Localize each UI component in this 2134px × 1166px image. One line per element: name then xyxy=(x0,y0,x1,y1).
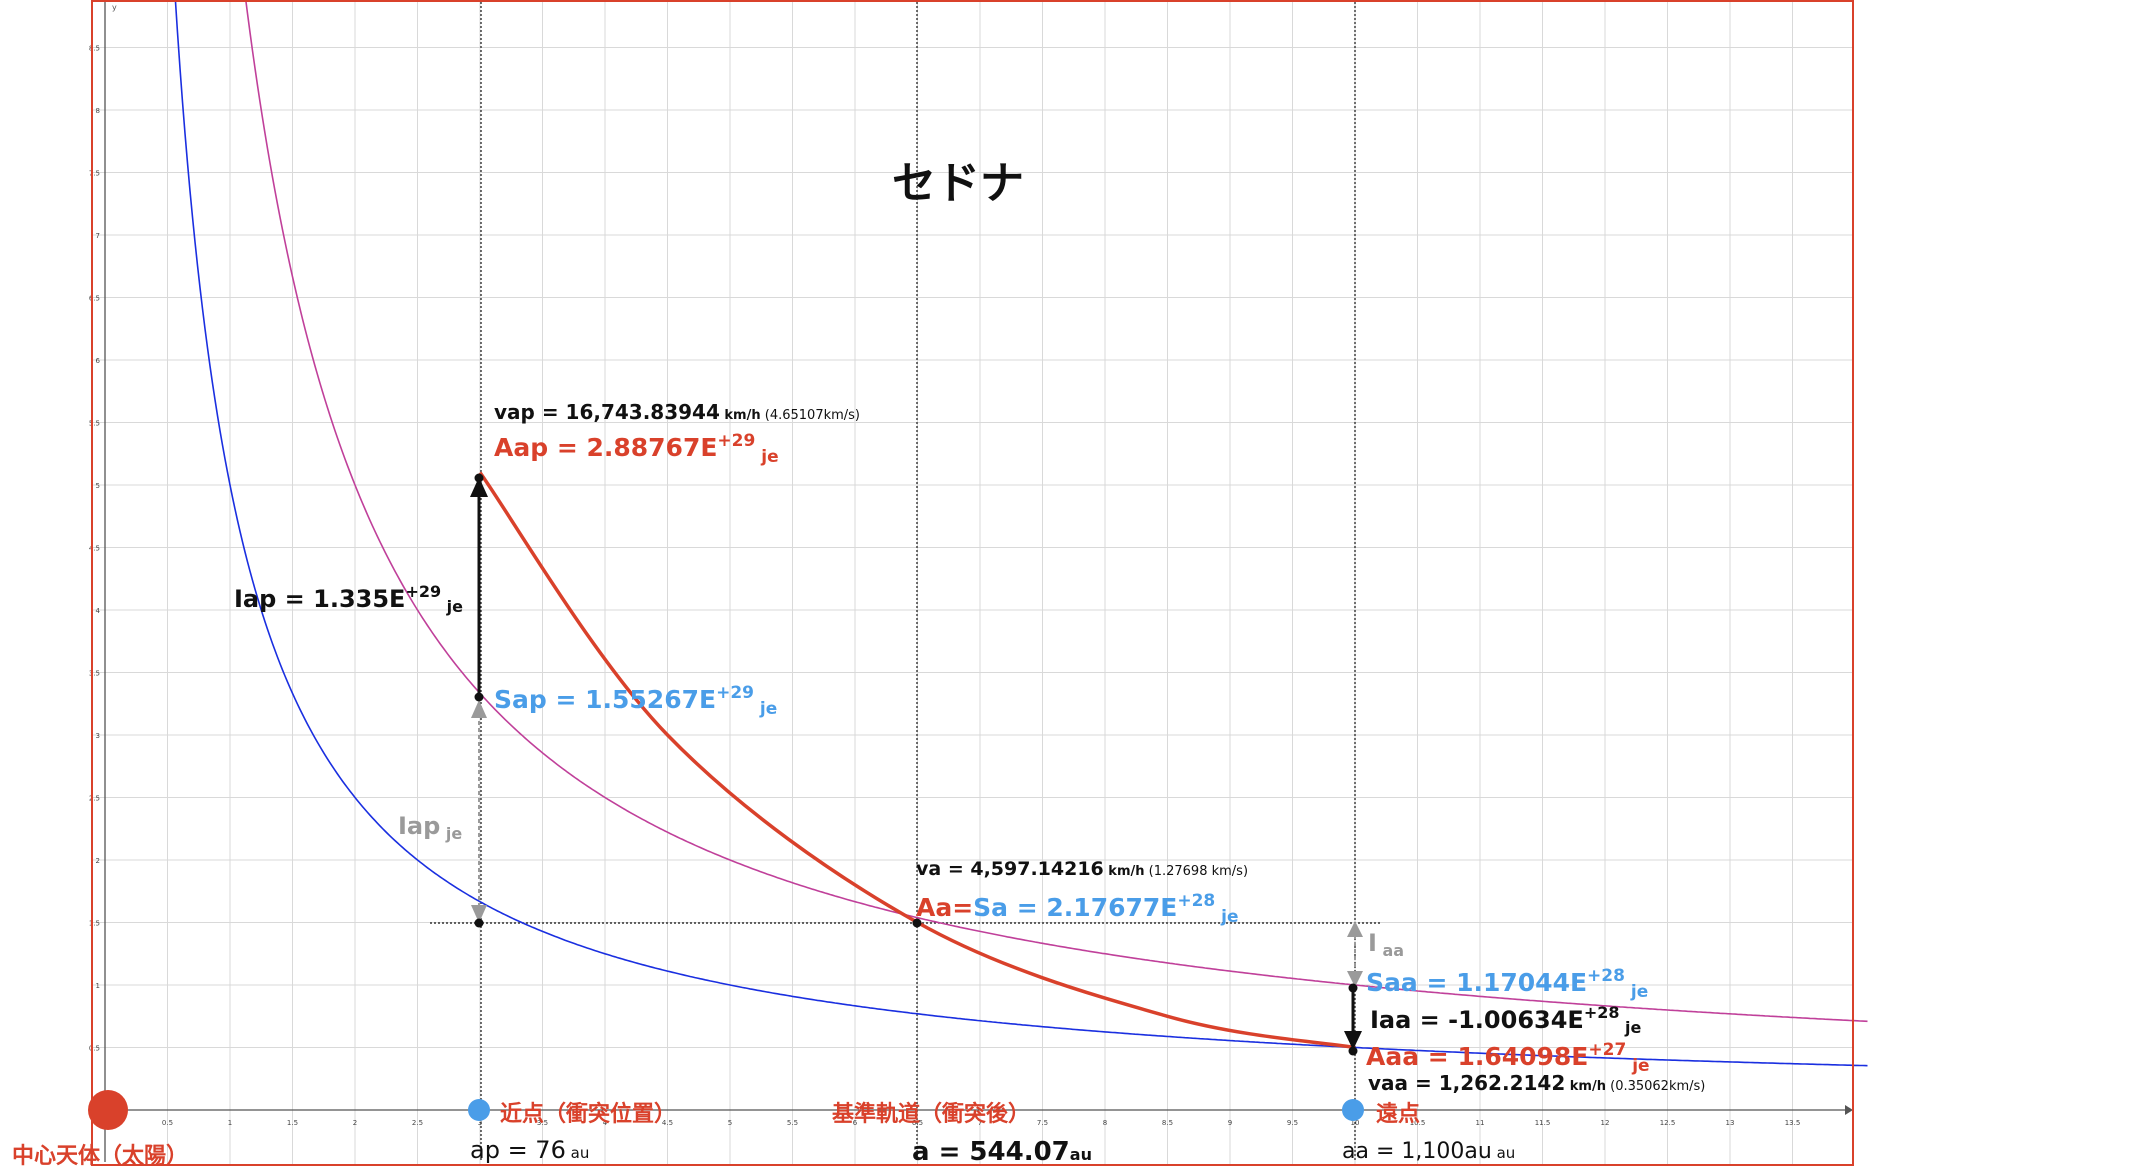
arrow-iaa-gray xyxy=(1347,921,1363,987)
x-tick-label: 4 xyxy=(603,1119,608,1127)
x-tick-label: 12 xyxy=(1601,1119,1610,1127)
x-tick-label: 11.5 xyxy=(1535,1119,1551,1127)
arrow-iaa xyxy=(1344,990,1362,1050)
series-magenta-curve xyxy=(244,0,1868,1023)
y-tick-label: 5.5 xyxy=(89,420,100,428)
y-tick-label: 7 xyxy=(96,232,100,240)
x-tick-label: 11 xyxy=(1476,1119,1485,1127)
x-tick-label: 1 xyxy=(228,1119,232,1127)
aa-sa-label: Aa=Sa = 2.17677E+28 je xyxy=(916,891,1239,927)
y-tick-label: 3.5 xyxy=(89,670,100,678)
vaa-label: vaa = 1,262.2142 km/h (0.35062km/s) xyxy=(1368,1071,1705,1095)
aap-label: Aap = 2.88767E+29 je xyxy=(494,431,779,467)
x-axis-arrow-icon xyxy=(1845,1105,1853,1115)
y-tick-label: 1 xyxy=(96,982,100,990)
sun-dot xyxy=(88,1090,128,1130)
arrow-iap xyxy=(470,477,488,695)
va-label: va = 4,597.14216 km/h (1.27698 km/s) xyxy=(916,858,1248,880)
saa-label: Saa = 1.17044E+28 je xyxy=(1366,966,1648,1002)
y-tick-label: 4 xyxy=(96,607,101,615)
x-tick-label: 1.5 xyxy=(287,1119,298,1127)
perihelion-label: 近点（衝突位置） xyxy=(500,1101,676,1127)
y-tick-label: 1.5 xyxy=(89,920,100,928)
y-tick-label: 6.5 xyxy=(89,295,100,303)
point-iap-base xyxy=(474,918,484,928)
perihelion-dot xyxy=(468,1099,490,1121)
iap-gray-label: Iap je xyxy=(398,812,462,843)
aphelion-dot xyxy=(1342,1099,1364,1121)
axes: y xyxy=(104,2,1853,1162)
y-tick-label: 8.5 xyxy=(89,45,100,53)
y-tick-label: 7.5 xyxy=(89,170,100,178)
point-aap xyxy=(474,473,484,483)
y-tick-label: 2 xyxy=(96,857,100,865)
x-tick-label: 8.5 xyxy=(1162,1119,1173,1127)
point-aa-sa xyxy=(912,918,922,928)
x-tick-label: 13.5 xyxy=(1785,1119,1801,1127)
sun-label: 中心天体（太陽） xyxy=(12,1144,188,1166)
chart-title: セドナ xyxy=(892,158,1024,209)
arrow-up-gray-icon xyxy=(1347,921,1363,937)
arrow-up-gray-icon xyxy=(471,700,487,718)
y-tick-labels: 0.5 1 1.5 2 2.5 3 3.5 4 4.5 5 5.5 6 6.5 7 7.5 8 8.5 xyxy=(89,45,101,1053)
arrow-down-gray-icon xyxy=(1347,971,1363,987)
arrow-down-icon xyxy=(1344,1031,1362,1050)
x-tick-label: 2.5 xyxy=(412,1119,423,1127)
x-tick-label: 4.5 xyxy=(662,1119,673,1127)
series-red-curve xyxy=(478,471,1356,1050)
y-tick-label: 2.5 xyxy=(89,795,100,803)
x-tick-label: 9.5 xyxy=(1287,1119,1298,1127)
y-tick-label: 6 xyxy=(96,357,101,365)
x-tick-label: 0.5 xyxy=(162,1119,173,1127)
iap-label: Iap = 1.335E+29 je xyxy=(234,582,463,616)
series-blue-curve xyxy=(174,0,1868,1067)
x-tick-label: 9 xyxy=(1228,1119,1232,1127)
x-tick-label: 3 xyxy=(478,1119,482,1127)
plot-frame xyxy=(91,0,1854,1166)
x-tick-label: 7.5 xyxy=(1037,1119,1048,1127)
vap-label: vap = 16,743.83944 km/h (4.65107km/s) xyxy=(494,400,860,424)
sap-label: Sap = 1.55267E+29 je xyxy=(494,683,777,719)
x-tick-label: 3.5 xyxy=(537,1119,548,1127)
point-aaa xyxy=(1348,1046,1358,1056)
y-tick-label: 0.5 xyxy=(89,1045,100,1053)
point-sap xyxy=(474,692,484,702)
x-tick-label: 5.5 xyxy=(787,1119,798,1127)
y-tick-label: 3 xyxy=(96,732,100,740)
iaa-gray-label: I aa xyxy=(1368,929,1404,960)
x-tick-label: 5 xyxy=(728,1119,732,1127)
aphelion-label: 遠点 xyxy=(1376,1101,1420,1127)
x-tick-label: 10.5 xyxy=(1410,1119,1426,1127)
x-tick-label: 13 xyxy=(1726,1119,1735,1127)
y-tick-label: 4.5 xyxy=(89,545,100,553)
y-tick-label: 5 xyxy=(96,482,100,490)
arrow-down-gray-icon xyxy=(471,905,487,923)
y-axis-label: y xyxy=(112,3,117,12)
ap-label: ap = 76 au xyxy=(470,1136,589,1164)
arrow-iap-gray xyxy=(471,700,487,923)
x-tick-label: 6 xyxy=(853,1119,858,1127)
aa-label: aa = 1,100au au xyxy=(1342,1139,1515,1164)
aaa-label: Aaa = 1.64098E+27 je xyxy=(1366,1040,1650,1076)
reference-label: 基準軌道（衝突後） xyxy=(832,1101,1030,1127)
a-label: a = 544.07au xyxy=(912,1137,1092,1166)
x-tick-label: 8 xyxy=(1103,1119,1107,1127)
iaa-label: Iaa = -1.00634E+28 je xyxy=(1370,1003,1642,1037)
arrow-up-icon xyxy=(470,477,488,497)
x-tick-label: 12.5 xyxy=(1660,1119,1676,1127)
point-saa xyxy=(1348,983,1358,993)
x-tick-label: 2 xyxy=(353,1119,357,1127)
x-tick-label: 7 xyxy=(978,1119,982,1127)
y-tick-label: 8 xyxy=(96,107,100,115)
